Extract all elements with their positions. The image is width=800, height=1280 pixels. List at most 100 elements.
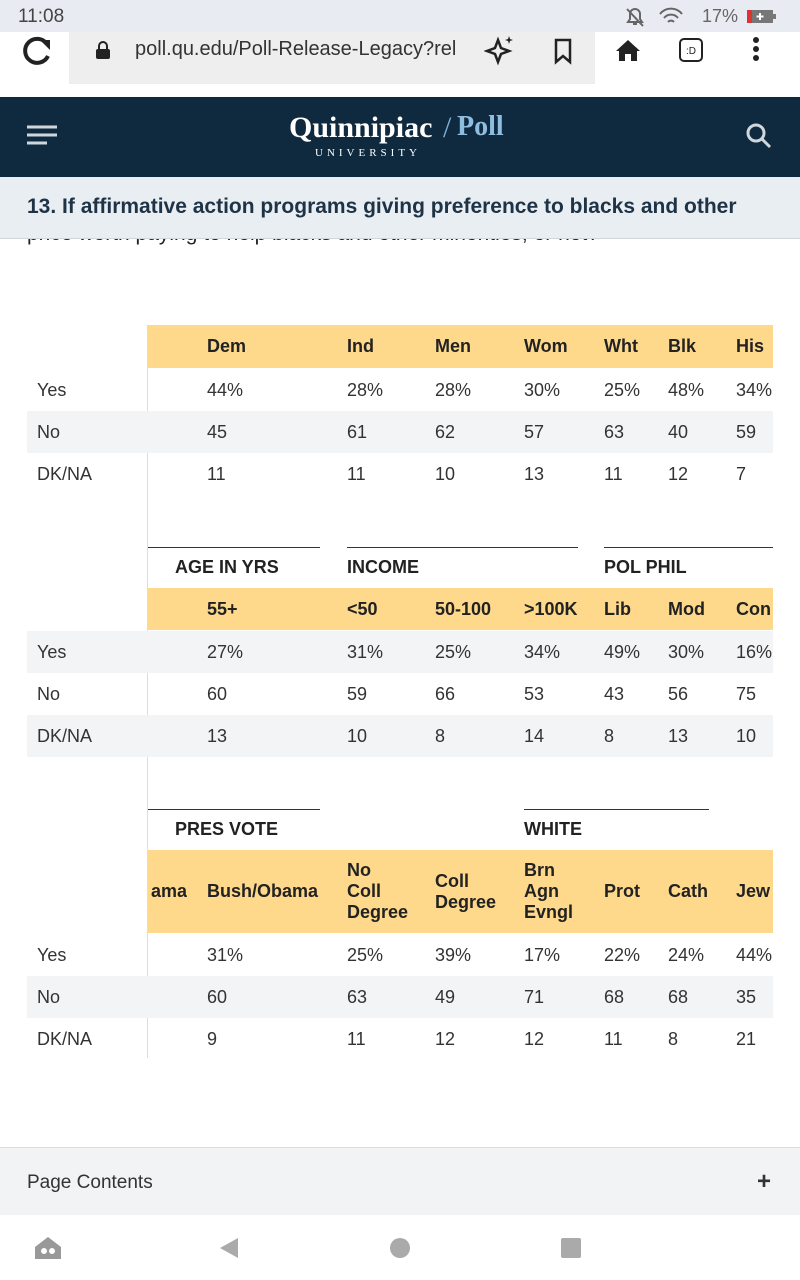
group-rule bbox=[524, 809, 709, 810]
group-rule bbox=[148, 809, 320, 810]
question-heading: 13. If affirmative action programs givin… bbox=[27, 195, 737, 218]
cell-value: 71 bbox=[524, 987, 545, 1007]
cell-value: 35 bbox=[736, 987, 757, 1007]
header-row bbox=[148, 325, 773, 368]
row-label: No bbox=[37, 422, 61, 442]
cell-value: 49% bbox=[604, 642, 641, 662]
cell-value: 60 bbox=[207, 684, 228, 704]
tables: Dem Ind Men Wom Wht Blk His Yes 44% 28% 28% 30% 25% 4… bbox=[27, 325, 773, 1058]
cell-value: 44% bbox=[207, 380, 244, 400]
page-contents-label: Page Contents bbox=[27, 1172, 153, 1193]
column-header-line: Coll bbox=[347, 881, 381, 901]
column-divider bbox=[147, 325, 148, 1058]
column-header: Prot bbox=[604, 881, 640, 901]
cell-value: 25% bbox=[347, 945, 384, 965]
cell-value: 44% bbox=[736, 945, 773, 965]
column-header-line: No bbox=[347, 860, 371, 880]
cell-value: 22% bbox=[604, 945, 641, 965]
cell-value: 12 bbox=[435, 1029, 456, 1049]
question-bar: 13. If affirmative action programs givin… bbox=[0, 177, 800, 239]
column-header: >100K bbox=[524, 598, 578, 619]
cell-value: 10 bbox=[736, 726, 757, 746]
row-stripe bbox=[27, 976, 773, 1018]
reload-button[interactable] bbox=[20, 34, 54, 68]
menu-button[interactable] bbox=[27, 125, 57, 147]
group-label: PRES VOTE bbox=[175, 819, 279, 839]
lock-icon bbox=[96, 41, 110, 59]
page-contents-bar[interactable]: Page Contents + bbox=[0, 1147, 800, 1215]
column-header: Wht bbox=[604, 336, 638, 356]
cell-value: 13 bbox=[207, 726, 228, 746]
cell-value: 12 bbox=[668, 464, 689, 484]
column-header: Brn Agn Evngl bbox=[524, 850, 573, 933]
column-header-line: Coll bbox=[435, 870, 469, 891]
cell-value: 75 bbox=[736, 684, 757, 704]
status-icons bbox=[626, 7, 683, 27]
cell-value: 62 bbox=[435, 422, 456, 442]
cell-value: 68 bbox=[604, 987, 625, 1007]
row-label: DK/NA bbox=[37, 464, 93, 484]
column-header-line: Degree bbox=[435, 891, 497, 912]
logo-university: UNIVERSITY bbox=[315, 147, 421, 159]
cell-value: 63 bbox=[347, 987, 368, 1007]
column-header: Ind bbox=[347, 336, 374, 356]
logo-main: Quinnipiac bbox=[289, 111, 433, 144]
page-contents-toggle[interactable]: + bbox=[757, 1168, 772, 1195]
header-row bbox=[148, 588, 773, 630]
cell-value: 13 bbox=[668, 726, 689, 746]
cell-value: 56 bbox=[668, 684, 689, 704]
group-label: POL PHIL bbox=[604, 557, 687, 577]
column-header: Mod bbox=[668, 598, 705, 619]
group-label: AGE IN YRS bbox=[175, 557, 279, 577]
svg-text::D: :D bbox=[686, 46, 696, 57]
logo-sub: Poll bbox=[457, 111, 504, 142]
cell-value: 25% bbox=[604, 380, 641, 400]
column-header-line: Agn bbox=[524, 881, 559, 901]
search-button[interactable] bbox=[746, 123, 772, 149]
row-stripe bbox=[27, 715, 773, 757]
group-label: WHITE bbox=[524, 819, 582, 839]
cell-value: 59 bbox=[736, 422, 757, 442]
battery-icon bbox=[747, 10, 776, 23]
column-header: Wom bbox=[524, 336, 568, 356]
cell-value: 10 bbox=[347, 726, 368, 746]
cell-value: 43 bbox=[604, 684, 625, 704]
cell-value: 57 bbox=[524, 422, 545, 442]
cell-value: 9 bbox=[207, 1029, 218, 1049]
row-label: No bbox=[37, 684, 61, 704]
browser-toolbar: poll.qu.edu/Poll-Release-Legacy?rel :D bbox=[0, 32, 800, 97]
column-header: No Coll Degree bbox=[347, 850, 408, 933]
cell-value: 21 bbox=[736, 1029, 757, 1049]
column-header: Cath bbox=[668, 881, 708, 901]
column-header: Coll Degree bbox=[435, 850, 496, 933]
cell-value: 40 bbox=[668, 422, 689, 442]
group-rule bbox=[148, 547, 320, 548]
column-header-line: Evngl bbox=[524, 902, 574, 922]
column-header: Dem bbox=[207, 336, 247, 356]
cell-value: 68 bbox=[668, 987, 689, 1007]
row-label: DK/NA bbox=[37, 1029, 93, 1049]
clipped-column-header: ama bbox=[150, 881, 187, 901]
cell-value: 63 bbox=[604, 422, 625, 442]
column-header: Men bbox=[435, 336, 471, 356]
cell-value: 34% bbox=[524, 642, 561, 662]
group-rule bbox=[347, 547, 578, 548]
time: 11:08 bbox=[18, 6, 65, 27]
row-label: No bbox=[37, 987, 61, 1007]
row-stripe bbox=[27, 411, 773, 453]
column-header: Jew bbox=[736, 881, 771, 901]
cell-value: 48% bbox=[668, 380, 705, 400]
cell-value: 66 bbox=[435, 684, 456, 704]
cell-value: 14 bbox=[524, 726, 545, 746]
cell-value: 27% bbox=[207, 642, 244, 662]
battery: 17% bbox=[702, 6, 739, 26]
row-label: Yes bbox=[37, 380, 67, 400]
column-header-line: Degree bbox=[347, 902, 409, 922]
cell-value: 10 bbox=[435, 464, 456, 484]
cell-value: 59 bbox=[347, 684, 368, 704]
cell-value: 7 bbox=[736, 464, 747, 484]
column-header: Con bbox=[736, 598, 771, 619]
cell-value: 28% bbox=[435, 380, 472, 400]
cell-value: 31% bbox=[207, 945, 244, 965]
